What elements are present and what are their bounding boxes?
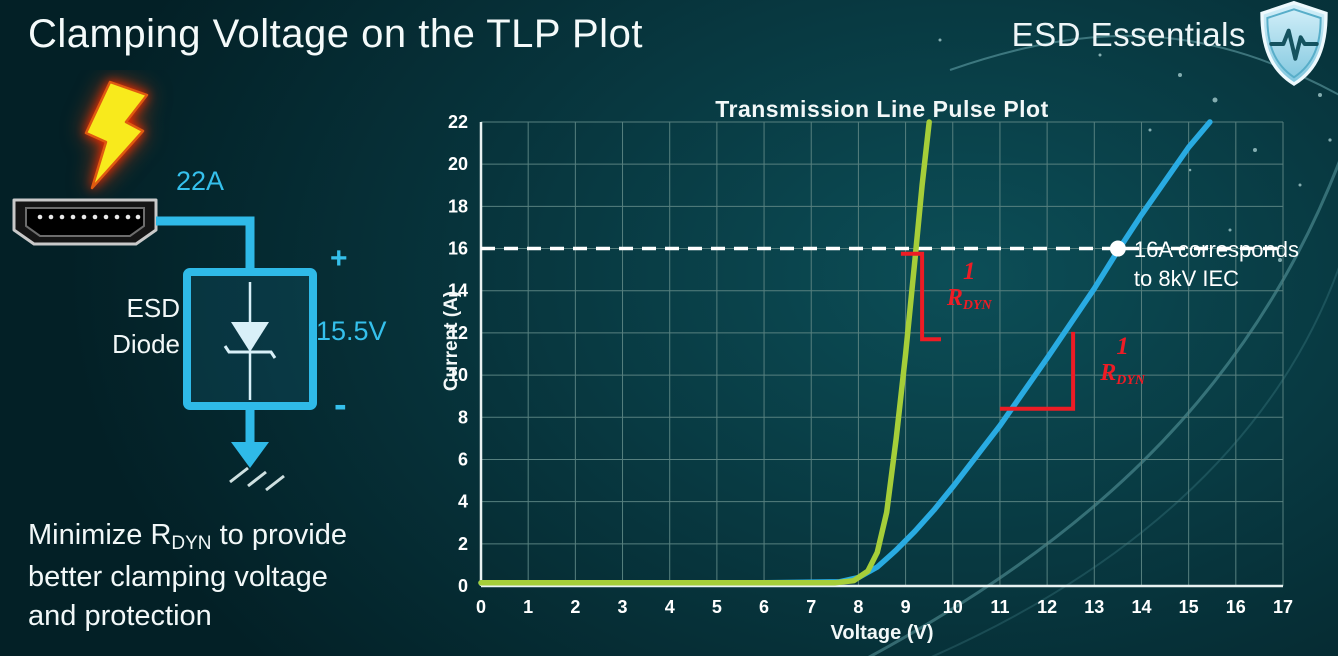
rdyn-subscript: DYN [1116, 373, 1145, 389]
green-curve [478, 119, 932, 586]
esd-diode-label: ESD Diode [92, 290, 180, 362]
x-tick-label: 15 [1179, 597, 1199, 617]
rdyn-slope-bracket [999, 331, 1076, 411]
y-tick-label: 20 [448, 154, 468, 174]
rdyn-slope-bracket [900, 251, 941, 342]
y-tick-label: 10 [448, 365, 468, 385]
x-tick-label: 7 [806, 597, 816, 617]
y-tick-label: 0 [458, 576, 468, 596]
x-axis-label: Voltage (V) [830, 622, 934, 644]
esd-strike-bolt-icon [84, 80, 149, 190]
takeaway-line1: Minimize RDYN to provide [28, 519, 347, 554]
iec-annotation-line1: 16A corresponds [1133, 236, 1299, 262]
x-tick-label: 10 [943, 597, 963, 617]
rdyn-subscript: DYN [171, 533, 212, 554]
fraction-denominator: RDYN [1100, 360, 1145, 389]
ground-arrow-icon [231, 442, 269, 468]
x-tick-label: 6 [759, 597, 769, 617]
tlp-plot-canvas: 0 1 2 3 4 5 6 7 8 9 10 11 12 13 14 15 16 1702468101214161… [448, 112, 1293, 617]
zener-diode-symbol [223, 282, 277, 400]
rdyn-subscript: DYN [962, 297, 992, 313]
ground-symbol-icon [229, 466, 285, 492]
x-tick-label: 9 [901, 597, 911, 617]
page-title: Clamping Voltage on the TLP Plot [28, 12, 643, 56]
esd-shield-logo-icon [1260, 0, 1328, 86]
iec-marker-dot [1109, 240, 1126, 257]
hdmi-connector-icon [12, 198, 158, 246]
x-tick-label: 13 [1084, 597, 1104, 617]
plus-polarity-label: + [330, 242, 348, 275]
brand-title: ESD Essentials [1011, 16, 1246, 53]
y-tick-label: 8 [458, 407, 468, 427]
x-tick-label: 1 [523, 597, 533, 617]
esd-diode-label-line2: Diode [112, 329, 180, 359]
x-tick-label: 11 [990, 597, 1009, 617]
minus-polarity-label: - [334, 384, 347, 426]
y-tick-label: 18 [448, 196, 468, 216]
esd-diode-label-line1: ESD [126, 293, 180, 323]
rdyn-fraction-blue: 1 RDYN [1093, 334, 1153, 390]
fraction-numerator: 1 [963, 257, 976, 285]
x-tick-label: 14 [1131, 597, 1151, 617]
y-tick-label: 6 [458, 449, 468, 469]
surge-current-label: 22A [176, 166, 225, 196]
y-axis-label: Current (A) [441, 290, 462, 392]
x-tick-label: 17 [1273, 597, 1293, 617]
x-tick-label: 8 [853, 597, 863, 617]
x-tick-label: 4 [665, 597, 675, 617]
surge-wire [156, 216, 255, 272]
y-tick-label: 22 [448, 112, 468, 132]
iec-annotation: 16A corresponds to 8kV IEC [1134, 235, 1299, 293]
fraction-numerator: 1 [1116, 333, 1129, 361]
y-tick-label: 14 [448, 281, 468, 301]
x-tick-label: 12 [1037, 597, 1057, 617]
clamp-voltage-label: 15.5V [316, 316, 387, 346]
rdyn-fraction-green: 1 RDYN [939, 257, 999, 315]
y-tick-label: 12 [448, 323, 468, 343]
x-tick-label: 2 [570, 597, 580, 617]
y-tick-label: 2 [458, 534, 468, 554]
fraction-denominator: RDYN [946, 284, 992, 313]
takeaway-line3: and protection [28, 600, 212, 632]
x-tick-label: 3 [618, 597, 628, 617]
iec-annotation-line2: to 8kV IEC [1133, 265, 1240, 291]
takeaway-note: Minimize RDYN to provide better clamping… [28, 516, 347, 636]
y-tick-label: 16 [448, 239, 468, 259]
chart-title: Transmission Line Pulse Plot [715, 96, 1049, 122]
x-tick-label: 5 [712, 597, 722, 617]
y-tick-label: 4 [458, 492, 468, 512]
takeaway-line2: better clamping voltage [28, 561, 328, 593]
x-tick-label: 0 [476, 597, 486, 617]
x-tick-label: 16 [1226, 597, 1246, 617]
esd-circuit-diagram [12, 80, 317, 492]
